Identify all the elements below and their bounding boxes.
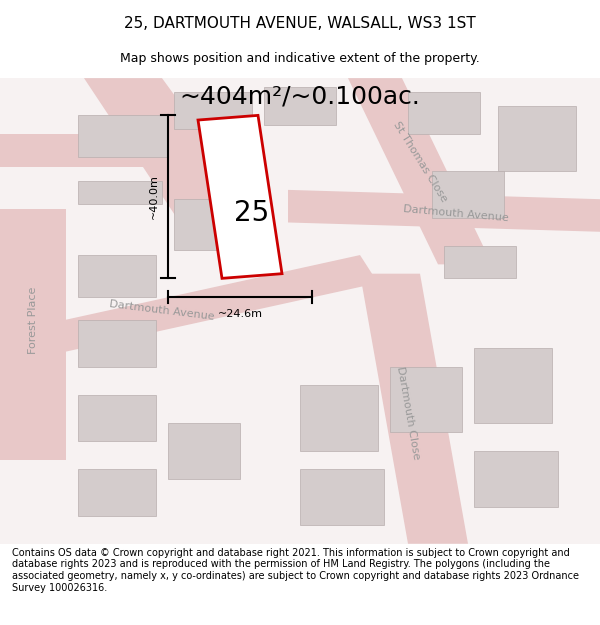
Polygon shape [300,469,384,525]
Polygon shape [432,171,504,217]
Polygon shape [390,367,462,432]
Text: Contains OS data © Crown copyright and database right 2021. This information is : Contains OS data © Crown copyright and d… [12,548,579,592]
Polygon shape [474,348,552,423]
Polygon shape [78,395,156,441]
Text: ~40.0m: ~40.0m [149,174,159,219]
Polygon shape [408,92,480,134]
Text: ~404m²/~0.100ac.: ~404m²/~0.100ac. [179,85,421,109]
Text: 25: 25 [235,199,269,227]
Text: St Thomas Close: St Thomas Close [391,120,449,204]
Polygon shape [264,88,336,125]
Polygon shape [174,199,264,251]
Polygon shape [474,451,558,506]
Polygon shape [444,246,516,278]
Polygon shape [78,181,162,204]
Polygon shape [84,78,264,232]
Text: ~24.6m: ~24.6m [218,309,263,319]
Text: Dartmouth Avenue: Dartmouth Avenue [403,204,509,222]
Polygon shape [198,116,282,278]
Polygon shape [300,386,378,451]
Polygon shape [360,274,468,544]
Polygon shape [0,78,600,544]
Polygon shape [78,469,156,516]
Polygon shape [174,92,252,129]
Polygon shape [78,116,168,158]
Polygon shape [0,209,66,460]
Text: Dartmouth Close: Dartmouth Close [395,366,421,461]
Text: Dartmouth Avenue: Dartmouth Avenue [109,299,215,322]
Polygon shape [168,422,240,479]
Polygon shape [78,255,156,297]
Polygon shape [348,78,492,264]
Polygon shape [0,255,378,362]
Polygon shape [498,106,576,171]
Text: Forest Place: Forest Place [28,286,38,354]
Polygon shape [78,320,156,367]
Polygon shape [288,190,600,232]
Polygon shape [0,134,228,167]
Text: 25, DARTMOUTH AVENUE, WALSALL, WS3 1ST: 25, DARTMOUTH AVENUE, WALSALL, WS3 1ST [124,16,476,31]
Text: Map shows position and indicative extent of the property.: Map shows position and indicative extent… [120,52,480,65]
